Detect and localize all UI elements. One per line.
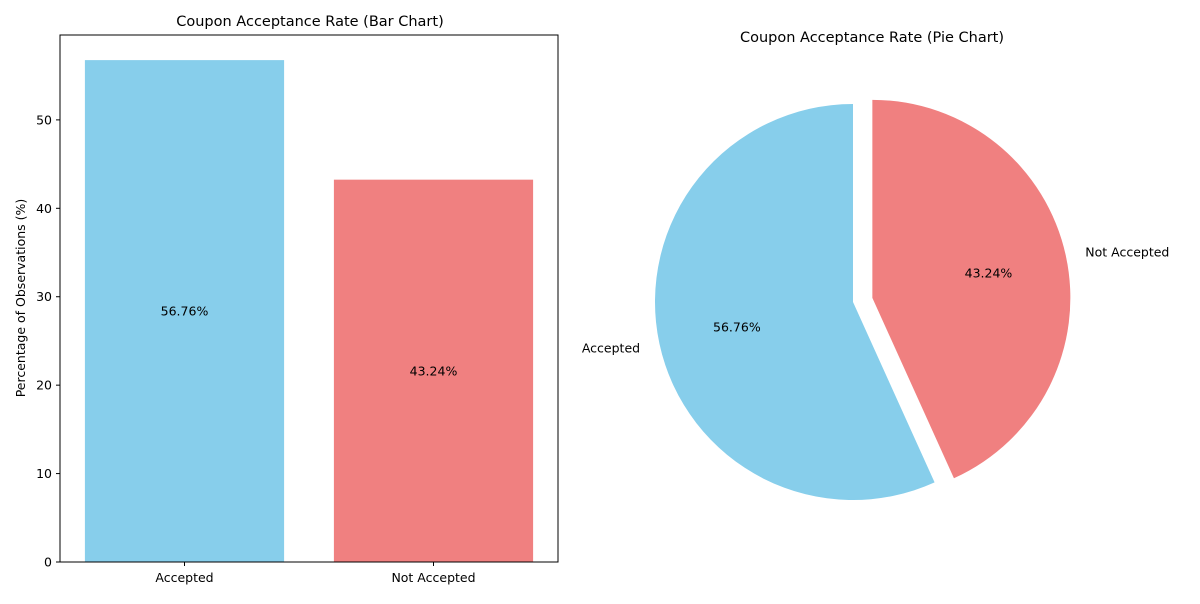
bar-x-tick-label: Not Accepted <box>391 570 475 585</box>
bar-chart-y-axis-label: Percentage of Observations (%) <box>13 199 28 398</box>
bar-y-tick-label: 0 <box>44 555 52 570</box>
pie-value-label: 43.24% <box>965 265 1013 280</box>
bar-y-axis-ticks: 0 10 20 30 40 50 <box>36 112 60 570</box>
pie-slice-1 <box>872 99 1071 479</box>
bar-y-tick-label: 50 <box>36 112 52 127</box>
pie-category-label: Not Accepted <box>1085 244 1169 259</box>
bar-0 <box>84 60 285 562</box>
bar-y-tick-label: 40 <box>36 201 52 216</box>
bar-value-label: 56.76% <box>161 304 209 319</box>
bar-chart: Coupon Acceptance Rate (Bar Chart) Perce… <box>13 14 559 585</box>
pie-chart-title: Coupon Acceptance Rate (Pie Chart) <box>740 30 1004 46</box>
bar-y-tick-label: 20 <box>36 378 52 393</box>
bar-value-label: 43.24% <box>410 363 458 378</box>
bar-1 <box>333 179 534 562</box>
bar-chart-title: Coupon Acceptance Rate (Bar Chart) <box>176 14 443 30</box>
bar-chart-frame <box>59 34 559 563</box>
pie-slices <box>655 99 1071 500</box>
bar-y-tick-label: 30 <box>36 289 52 304</box>
bar-x-tick-label: Accepted <box>155 570 213 585</box>
pie-value-label: 56.76% <box>713 320 761 335</box>
pie-chart: Coupon Acceptance Rate (Pie Chart) 56.76… <box>582 30 1170 500</box>
pie-labels: 56.76% Accepted 43.24% Not Accepted <box>582 244 1170 355</box>
bar-x-axis-ticks: Accepted Not Accepted <box>155 562 476 585</box>
pie-category-label: Accepted <box>582 340 640 355</box>
pie-slice-0 <box>655 104 935 500</box>
bar-y-tick-label: 10 <box>36 466 52 481</box>
bar-series: 56.76% 43.24% <box>84 60 534 562</box>
